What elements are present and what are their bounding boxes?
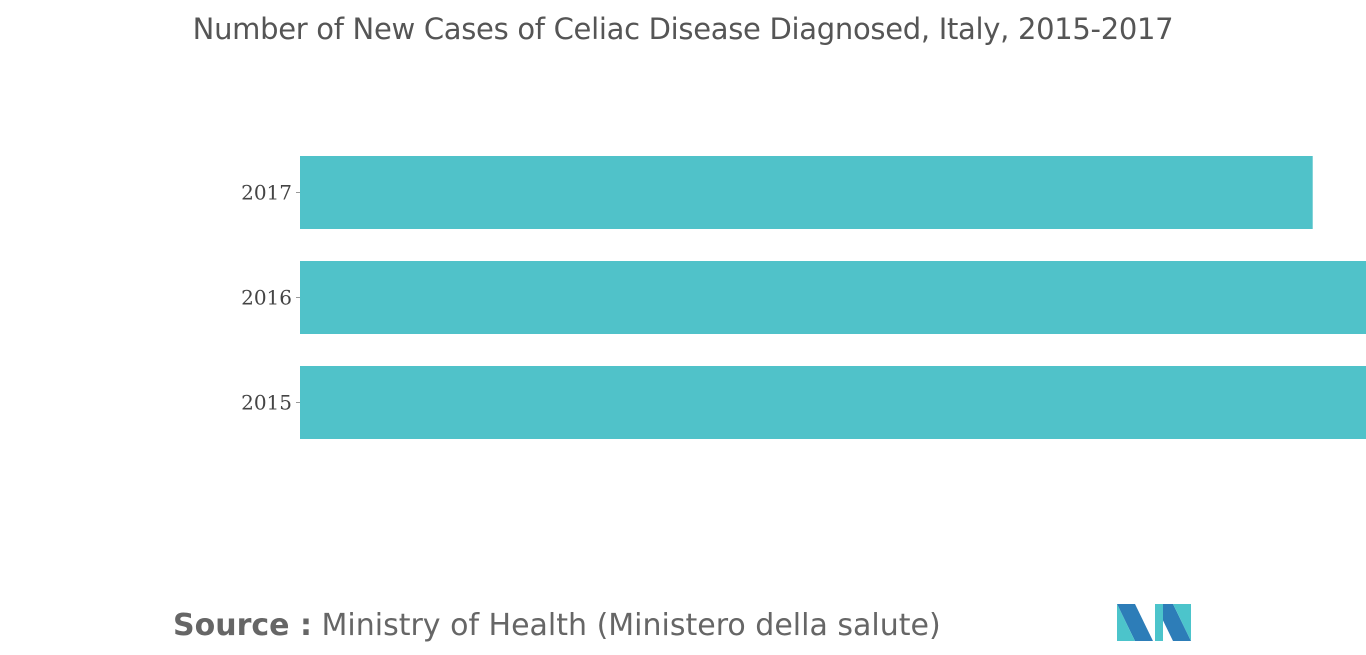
tick-label-2017: 2017	[241, 181, 292, 205]
logo-right-accent	[1173, 604, 1191, 641]
bar-2017	[300, 156, 1313, 229]
mordor-intelligence-logo-icon	[1117, 604, 1191, 641]
logo-right-shape	[1155, 604, 1191, 641]
bar-2016	[300, 261, 1366, 334]
bars-layer	[300, 156, 1366, 439]
logo-left-accent	[1117, 604, 1135, 641]
logo-mid-bar	[1155, 604, 1163, 641]
source-text: Ministry of Health (Ministero della salu…	[321, 608, 941, 643]
category-axis: 2017 2016 2015	[241, 181, 300, 415]
source-label: Source :	[173, 608, 312, 643]
tick-label-2015: 2015	[241, 391, 292, 415]
tick-label-2016: 2016	[241, 286, 292, 310]
bar-2015	[300, 366, 1366, 439]
logo-left-shape	[1117, 604, 1153, 641]
chart-title: Number of New Cases of Celiac Disease Di…	[192, 12, 1174, 46]
source-footer: Source : Ministry of Health (Ministero d…	[173, 604, 941, 648]
